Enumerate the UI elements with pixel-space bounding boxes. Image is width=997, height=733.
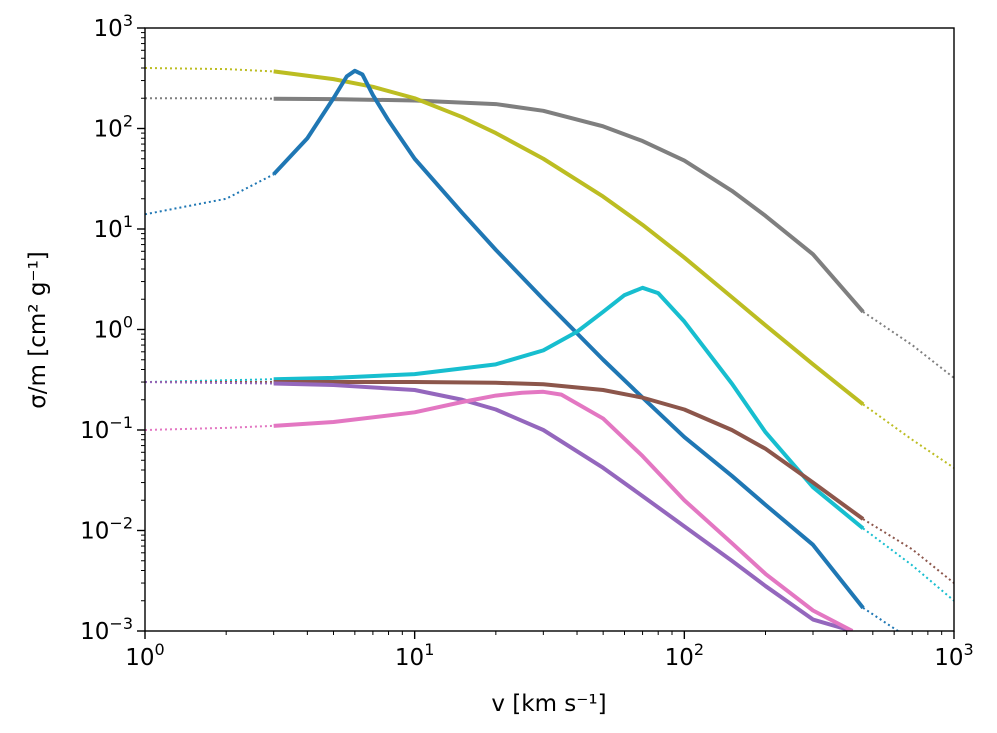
series-5 [145, 381, 853, 631]
y-tick-label: 10−1 [80, 413, 133, 444]
x-tick-label: 102 [665, 640, 704, 671]
series-line-dotted [145, 381, 274, 385]
x-axis-label: v [km s⁻¹] [491, 691, 606, 717]
series-2 [145, 68, 899, 631]
x-tick-label: 101 [395, 640, 434, 671]
series-line-dotted [145, 66, 274, 73]
series-line-dotted [862, 607, 899, 631]
series-line [273, 285, 865, 530]
series-layer [145, 66, 954, 631]
x-tick-labels: 100 101 102 103 [125, 640, 973, 671]
y-tick-label: 10−3 [80, 614, 133, 645]
series-line [272, 68, 865, 610]
series-line-dotted [862, 527, 954, 602]
series-line [273, 69, 865, 406]
y-tick-label: 101 [94, 212, 133, 243]
series-1 [145, 66, 954, 469]
x-tick-label: 103 [934, 640, 973, 671]
x-tick-label: 100 [125, 640, 164, 671]
y-tick-label: 103 [94, 11, 133, 42]
series-line-dotted [145, 424, 274, 431]
series-line-dotted [862, 403, 954, 469]
series-6 [145, 389, 854, 631]
tick-layer [137, 27, 955, 639]
series-line [273, 389, 854, 631]
y-tick-label: 100 [94, 313, 133, 344]
y-tick-label: 102 [94, 112, 133, 143]
series-0 [145, 96, 954, 379]
y-tick-label: 10−2 [80, 514, 133, 545]
y-tick-labels: 10−3 10−2 10−1 100 101 102 103 [80, 11, 133, 645]
series-line [273, 381, 853, 631]
series-line [273, 380, 865, 521]
y-axis-label: σ/m [cm² g⁻¹] [25, 251, 51, 409]
series-line [273, 96, 865, 314]
